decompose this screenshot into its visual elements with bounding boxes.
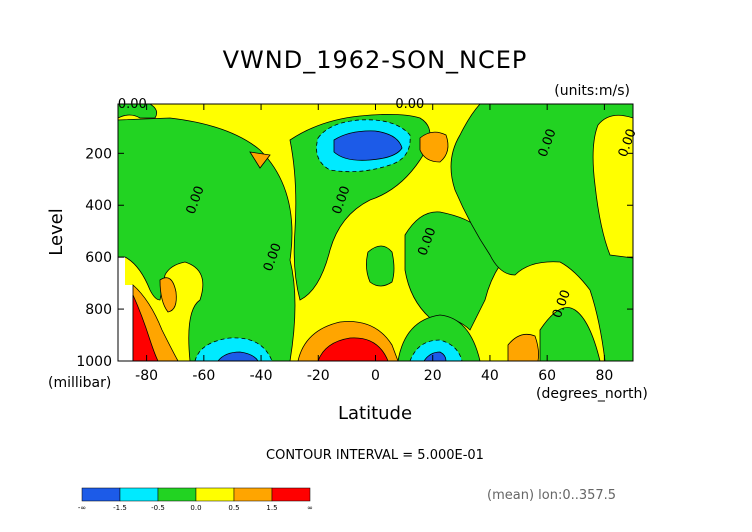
red-core-surface-equator: [317, 337, 389, 362]
blue-core-upper: [333, 130, 403, 161]
colorbar-tick-label: -∞: [78, 504, 86, 512]
colorbar-swatch: [157, 487, 197, 502]
orange-blob-55n-surface: [507, 333, 539, 362]
x-tick-label: 20: [424, 368, 442, 384]
y-axis-unit: (millibar): [48, 375, 111, 391]
colorbar-swatch: [271, 487, 311, 502]
colorbar-swatch: [233, 487, 273, 502]
red-core-antarctic: [132, 294, 159, 362]
x-tick-label: 0: [371, 368, 380, 384]
y-tick-label: 600: [85, 250, 112, 266]
contour-interval: CONTOUR INTERVAL = 5.000E-01: [266, 448, 484, 463]
colorbar-tick-label: 0.5: [228, 504, 239, 512]
green-region-arctic: [450, 103, 634, 362]
y-axis: 200 400 600 800 1000: [76, 146, 633, 370]
colorbar-tick-label: -1.5: [113, 504, 127, 512]
orange-blob-25n-upper: [419, 131, 449, 163]
green-region-equator: [366, 245, 395, 287]
units-label: (units:m/s): [554, 83, 630, 99]
orange-blob-45s-upper: [249, 151, 271, 169]
green-region-south: [117, 117, 296, 362]
colorbar-tick-label: 1.5: [266, 504, 277, 512]
green-region-lower-60n: [539, 307, 601, 362]
contour-field: [117, 103, 634, 362]
orange-blob-60s: [159, 277, 177, 313]
colorbar-swatch: [81, 487, 121, 502]
colorbar-swatch: [119, 487, 159, 502]
cyan-core-surface-south: [194, 337, 273, 362]
x-tick-label: 80: [595, 368, 613, 384]
x-axis: -80 -60 -40 -20 0 20 40 60 80: [135, 104, 613, 384]
missing-data-region: [118, 257, 133, 361]
contour-label: 0.00: [118, 97, 147, 112]
x-axis-title: Latitude: [338, 403, 412, 424]
x-tick-label: -80: [135, 368, 158, 384]
x-tick-label: -60: [192, 368, 215, 384]
colorbar-tick-label: -0.5: [151, 504, 165, 512]
colorbar-tick-label: 0.0: [190, 504, 201, 512]
x-tick-label: -20: [307, 368, 330, 384]
mean-note: (mean) lon:0..357.5: [487, 488, 616, 503]
y-tick-label: 1000: [76, 354, 112, 370]
blue-core-surface-south: [217, 351, 259, 362]
x-tick-label: 40: [481, 368, 499, 384]
x-tick-label: -40: [250, 368, 273, 384]
blue-core-surface-north: [423, 351, 447, 362]
x-axis-unit: (degrees_north): [536, 386, 648, 402]
y-tick-label: 400: [85, 198, 112, 214]
colorbar-tick-label: ∞: [307, 504, 313, 512]
colorbar: -∞ -1.5 -0.5 0.0 0.5 1.5 ∞: [78, 487, 313, 512]
x-tick-label: 60: [538, 368, 556, 384]
cyan-core-surface-north: [409, 339, 463, 362]
y-tick-label: 800: [85, 302, 112, 318]
y-axis-title: Level: [46, 208, 67, 256]
chart-title: VWND_1962-SON_NCEP: [223, 46, 528, 74]
colorbar-swatch: [195, 487, 235, 502]
contour-label: 0.00: [395, 97, 424, 112]
y-tick-label: 200: [85, 146, 112, 162]
